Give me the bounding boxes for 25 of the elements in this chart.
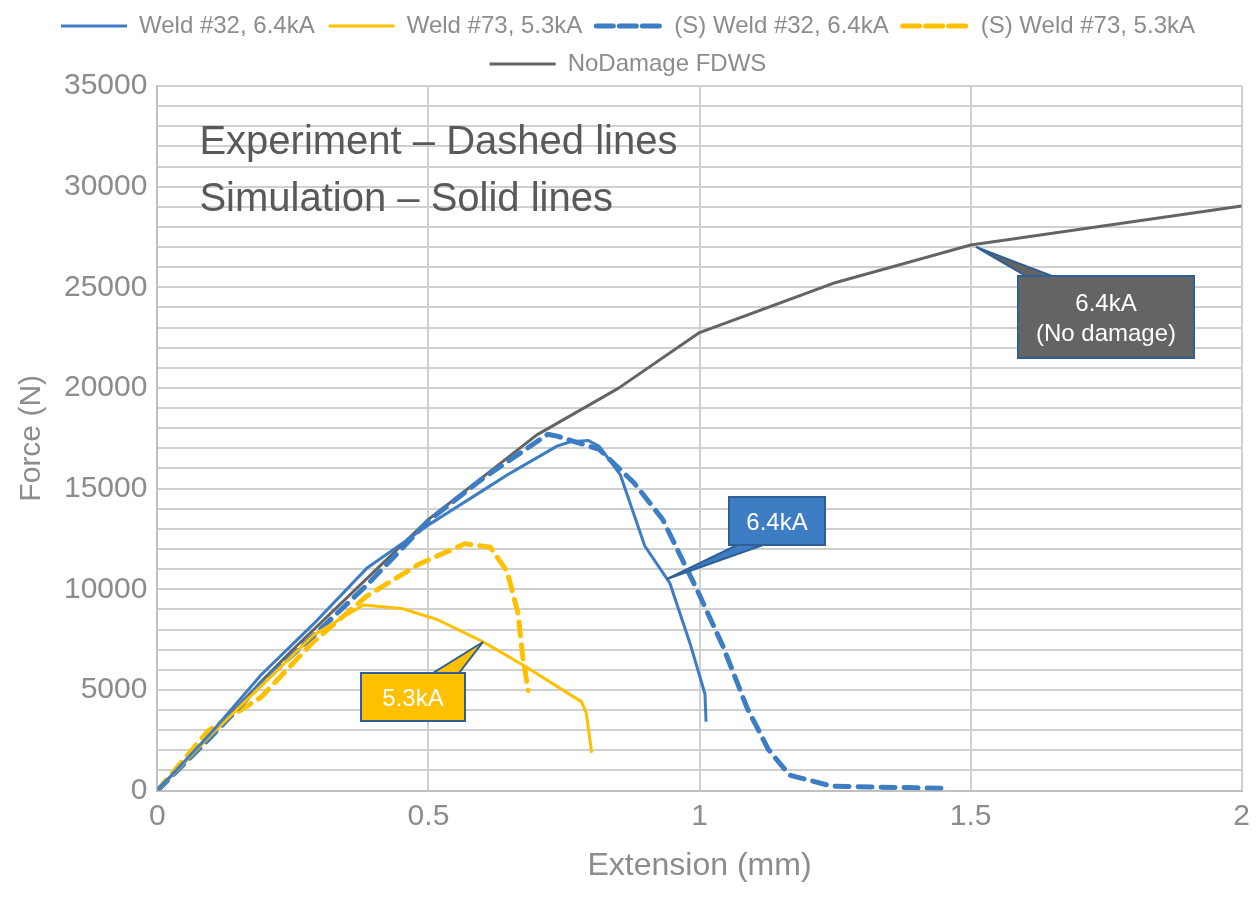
x-tick-label: 1 [691,797,708,831]
annotation: 5.3kA [382,683,444,711]
annotation: 6.4kA [746,507,808,535]
y-tick-label: 35000 [63,67,148,101]
annotation: 6.4kA (No damage) [1035,288,1177,346]
y-tick-label: 25000 [63,268,148,302]
x-tick-label: 0.5 [407,797,450,831]
x-tick-label: 1.5 [949,797,992,831]
legend-label: Weld #32, 6.4kA [139,10,315,38]
callout-box: 6.4kA [665,495,827,582]
annotation: Experiment – Dashed lines [199,118,678,163]
x-axis-title: Extension (mm) [587,845,812,882]
legend-label: NoDamage FDWS [567,48,767,76]
y-tick-label: 10000 [63,570,148,604]
x-tick-label: 2 [1233,797,1250,831]
y-tick-label: 30000 [63,167,148,201]
y-tick-label: 5000 [80,671,148,705]
legend-label: (S) Weld #32, 6.4kA [674,10,889,38]
y-tick-label: 15000 [63,469,148,503]
y-tick-label: 0 [130,771,148,805]
legend-label: (S) Weld #73, 5.3kA [980,10,1195,38]
legend-label: Weld #73, 5.3kA [406,10,583,38]
annotation: Simulation – Solid lines [199,175,613,220]
y-tick-label: 20000 [63,369,148,403]
y-axis-title: Force (N) [13,374,47,502]
